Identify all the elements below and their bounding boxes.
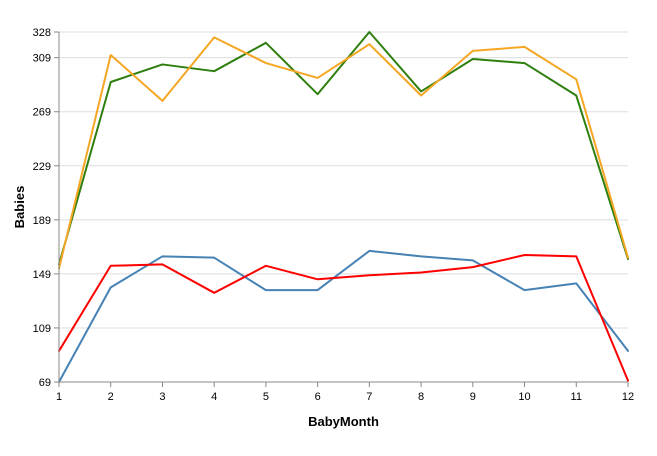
x-tick-label: 5 bbox=[263, 391, 269, 403]
y-tick-label: 229 bbox=[33, 161, 51, 173]
x-tick-label: 10 bbox=[518, 391, 530, 403]
y-tick-label: 69 bbox=[39, 377, 51, 389]
x-axis-title: BabyMonth bbox=[308, 414, 379, 429]
x-tick-label: 8 bbox=[418, 391, 424, 403]
y-tick-label: 328 bbox=[33, 27, 51, 39]
y-tick-label: 309 bbox=[33, 53, 51, 65]
y-axis-title: Babies bbox=[12, 186, 27, 229]
y-tick-label: 109 bbox=[33, 323, 51, 335]
series-line-2 bbox=[58, 36, 629, 270]
x-tick-label: 7 bbox=[366, 391, 372, 403]
x-tick-label: 1 bbox=[56, 391, 62, 403]
x-tick-label: 6 bbox=[315, 391, 321, 403]
series-line-4 bbox=[58, 253, 629, 382]
x-tick-label: 11 bbox=[571, 391, 582, 403]
y-tick-label: 149 bbox=[33, 269, 51, 281]
series-line-1 bbox=[58, 31, 629, 266]
y-tick-label: 269 bbox=[33, 107, 51, 119]
x-tick-label: 9 bbox=[470, 391, 476, 403]
grid-lines bbox=[59, 31, 628, 383]
y-tick-label: 189 bbox=[33, 215, 51, 227]
series-lines bbox=[58, 31, 629, 383]
x-tick-label: 2 bbox=[108, 391, 114, 403]
x-tick-label: 4 bbox=[211, 391, 217, 403]
series-line-3 bbox=[58, 249, 629, 383]
x-tick-label: 3 bbox=[159, 391, 165, 403]
x-tick-label: 12 bbox=[622, 391, 634, 403]
